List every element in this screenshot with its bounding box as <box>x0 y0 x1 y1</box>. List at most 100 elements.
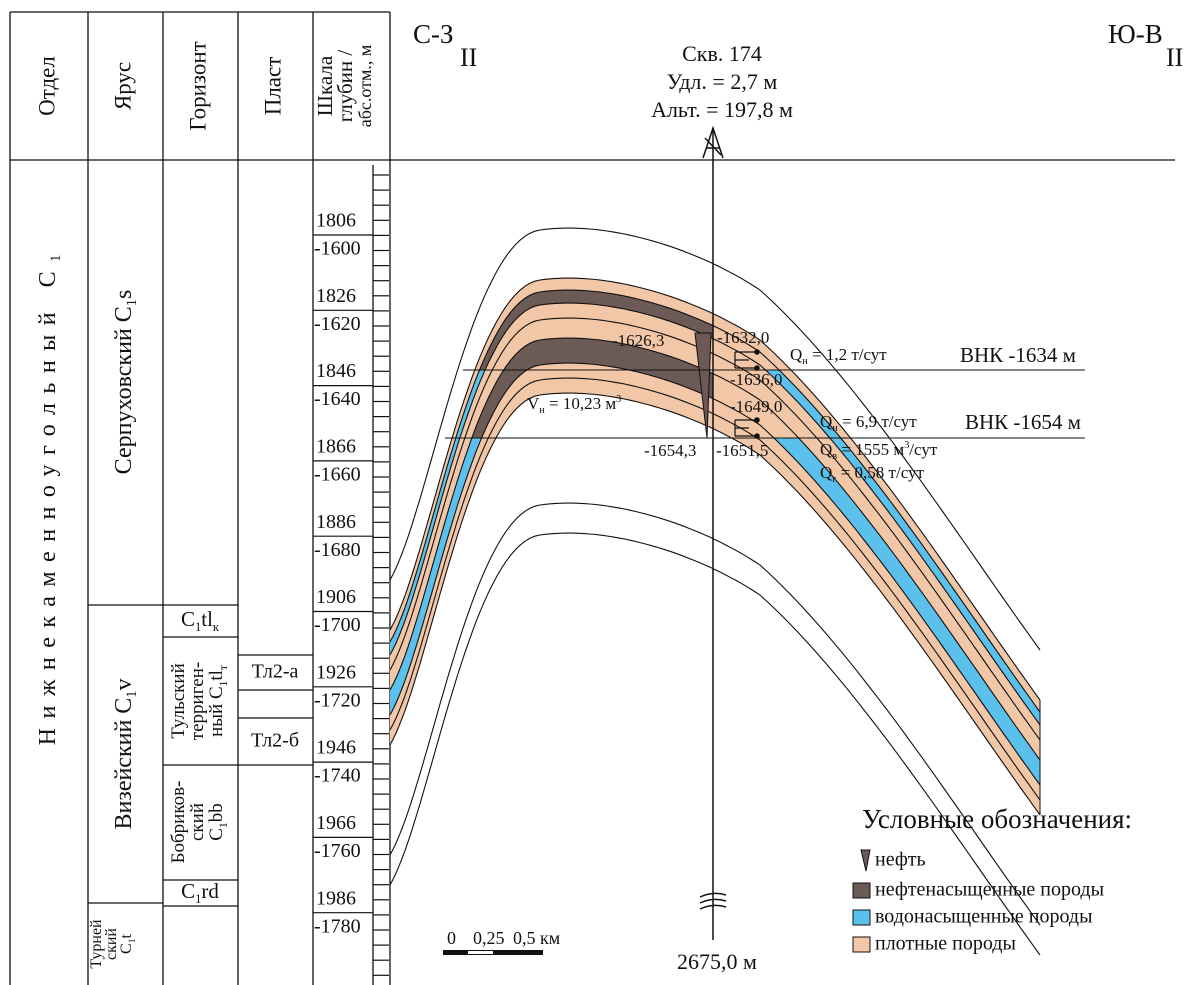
depth-header-text: глубин / <box>333 50 357 123</box>
horizon-label-line: ный C1tlт <box>206 665 229 737</box>
absolute-depth: -1640 <box>314 388 361 410</box>
text-part: Q <box>790 345 802 364</box>
text-part: 1 <box>124 299 140 306</box>
measured-depth: 1926 <box>316 661 356 683</box>
annotation-line: -1626,3 <box>612 331 664 350</box>
absolute-depth: -1620 <box>314 313 361 335</box>
annotation: Qг = 0,58 т/сут <box>820 463 925 485</box>
stage-label: Серпуховский C1s <box>111 290 141 475</box>
section-mark: II <box>460 43 477 72</box>
text-part: -1636,0 <box>730 370 782 389</box>
text-part: Тульский <box>168 663 189 738</box>
absolute-depth: -1720 <box>314 689 361 711</box>
annotation-line: -1632,0 <box>717 328 769 347</box>
horizon-label-line: C1bb <box>206 803 229 840</box>
series-label: Нижнекаменноугольный C1 <box>35 255 65 746</box>
annotation: -1649,0 <box>730 397 782 416</box>
text-part: Серпуховский C <box>111 306 137 474</box>
text-part: = 6,9 т/сут <box>838 412 918 431</box>
legend-item: водонасыщенные породы <box>875 906 1093 928</box>
column-header-text: Горизонт <box>185 41 210 130</box>
horizon-label-line: терриген- <box>187 662 208 740</box>
annotation-line: -1654,3 <box>644 441 696 460</box>
scale-label: 0,5 км <box>513 928 560 948</box>
annotation: -1626,3 <box>612 331 664 350</box>
column-header: Горизонт <box>185 41 210 130</box>
horizon-label-line: Бобриков- <box>168 781 189 864</box>
annotation-line: -1651,5 <box>716 441 768 460</box>
measured-depth: 1806 <box>316 210 356 232</box>
cross-section <box>390 228 1040 955</box>
text-part: = 1,2 т/сут <box>808 345 888 364</box>
annotation-line: Qн = 1,2 т/сут <box>790 345 887 367</box>
horizon-label: C1rd <box>181 879 219 906</box>
well-info: Скв. 174 <box>682 41 762 66</box>
annotation-line: -1636,0 <box>730 370 782 389</box>
legend-swatches <box>853 850 870 952</box>
text-part: v <box>111 678 137 690</box>
column-header: Пласт <box>260 57 285 116</box>
annotation-line: Qг = 0,58 т/сут <box>820 463 925 485</box>
direction-label: С-З <box>413 19 454 49</box>
text-part: к <box>213 620 220 634</box>
text-part: -1651,5 <box>716 441 768 460</box>
well-bottom: 2675,0 м <box>677 949 757 974</box>
measured-depth: 1886 <box>316 511 356 533</box>
measured-depth: 1946 <box>316 737 356 759</box>
measured-depth: 1846 <box>316 360 356 382</box>
text-part: -1649,0 <box>730 397 782 416</box>
text-part: 1 <box>48 255 64 262</box>
horizon-label-line: C1tlк <box>181 607 220 634</box>
layer-label: Тл2-а <box>252 661 299 683</box>
text-part: C <box>181 607 195 631</box>
scale-label: 0,25 <box>473 928 505 948</box>
column-header-text: Отдел <box>34 56 59 116</box>
text-part: -1632,0 <box>717 328 769 347</box>
text-part: s <box>111 290 137 299</box>
stage-label-line: C1t <box>118 933 138 953</box>
annotation-line: Vн = 10,23 м3 <box>527 394 621 416</box>
measured-depth: 1826 <box>316 285 356 307</box>
owc-label: ВНК -1654 м <box>965 410 1081 434</box>
measured-depth: 1906 <box>316 586 356 608</box>
owc-label: ВНК -1634 м <box>960 343 1076 367</box>
stage-label: Визейский C1v <box>111 678 141 829</box>
absolute-depth: -1700 <box>314 614 361 636</box>
text-part: терриген- <box>187 662 208 740</box>
text-part: tl <box>201 607 213 631</box>
text-part: 3 <box>616 394 621 405</box>
text-part: Q <box>820 440 832 459</box>
measured-depth: 1986 <box>316 887 356 909</box>
well-info: Удл. = 2,7 м <box>667 69 778 94</box>
horizon-label-line: ский <box>187 803 208 841</box>
text-part: tl <box>206 670 227 681</box>
text-part: 1 <box>124 690 140 697</box>
measured-depth: 1966 <box>316 812 356 834</box>
absolute-depth: -1740 <box>314 765 361 787</box>
text-part: Q <box>820 463 832 482</box>
direction-label: Ю-В <box>1108 19 1163 49</box>
text-part: t <box>118 933 135 938</box>
horizon-label-line: Тульский <box>168 663 189 738</box>
layer-label: Тл2-б <box>251 730 299 752</box>
text-part: ский <box>187 803 208 841</box>
text-part: ный C <box>206 686 227 737</box>
absolute-depth: -1660 <box>314 463 361 485</box>
scale-bar <box>443 950 543 955</box>
series-label-line: Нижнекаменноугольный C1 <box>35 255 65 746</box>
measured-depth: 1866 <box>316 435 356 457</box>
text-part: -1654,3 <box>644 441 696 460</box>
legend-title: Условные обозначения: <box>862 804 1132 834</box>
geological-section: ОтделЯрусГоризонтПластШкалаглубин /абс.о… <box>0 0 1197 985</box>
scale-label: 0 <box>447 928 456 948</box>
text-part: V <box>527 394 540 413</box>
legend-item: нефтенасыщенные породы <box>875 879 1104 901</box>
legend-item: нефть <box>875 849 926 871</box>
annotation-line: Qн = 6,9 т/сут <box>820 412 917 434</box>
column-header-text: Пласт <box>260 57 285 116</box>
text-part: /сут <box>909 440 938 459</box>
annotation: -1654,3 <box>644 441 696 460</box>
